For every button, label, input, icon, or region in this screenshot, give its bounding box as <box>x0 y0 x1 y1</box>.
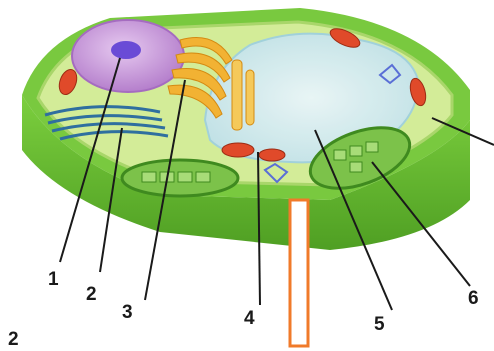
label-1: 1 <box>48 269 59 290</box>
cell-wall-side <box>22 95 470 250</box>
figure-number: 2 <box>8 329 19 350</box>
chloroplasts <box>120 126 412 198</box>
label-3: 3 <box>122 302 133 323</box>
leader-lines <box>59 57 494 311</box>
label-4: 4 <box>244 308 255 329</box>
mitochondria <box>58 28 427 162</box>
label-2: 2 <box>86 284 97 305</box>
highlight-marker <box>288 198 310 348</box>
nucleolus <box>111 41 141 59</box>
golgi-apparatus <box>167 37 255 131</box>
label-6: 6 <box>468 288 479 309</box>
label-5: 5 <box>374 314 385 335</box>
microtubules <box>263 63 402 184</box>
